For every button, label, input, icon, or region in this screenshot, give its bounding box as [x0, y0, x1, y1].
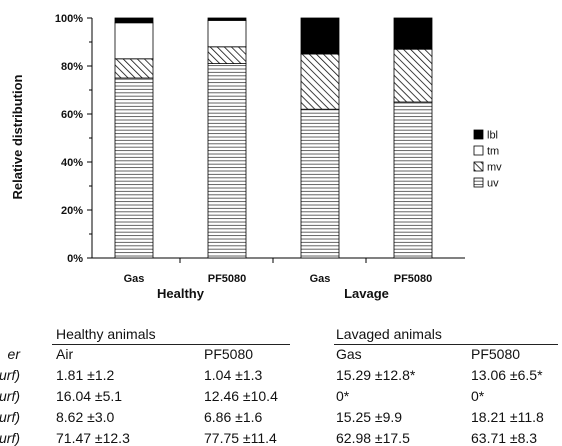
stacked-bar-chart: Relative distribution 0% 20% 40% 60% 80% 100%…	[10, 13, 502, 301]
legend-swatch-tm	[473, 145, 484, 156]
table-cell: 1.04 ±1.3	[204, 367, 263, 383]
y-tick-label: 60%	[61, 109, 83, 121]
x-tick-label: Gas	[310, 273, 331, 285]
table-cell: 15.29 ±12.8*	[336, 367, 416, 383]
x-tick-label: Gas	[124, 273, 145, 285]
table-group-rule-healthy	[52, 344, 290, 345]
bar-segment-lbl	[300, 17, 340, 55]
legend-swatch-mv	[473, 161, 484, 172]
y-tick-label: 20%	[61, 205, 83, 217]
legend-label-uv: uv	[487, 178, 499, 190]
bar-segment-mv	[393, 48, 433, 103]
x-group-label: Healthy	[157, 286, 205, 301]
y-tick-label: 40%	[61, 157, 83, 169]
table-cell: 18.21 ±11.8	[471, 409, 544, 425]
table-row-label: urf)	[0, 430, 20, 446]
y-tick-label: 0%	[67, 253, 83, 265]
table-cell: 15.25 ±9.9	[336, 409, 403, 425]
table-cell: Air	[56, 346, 74, 362]
table-cell: PF5080	[471, 346, 521, 362]
summary-table: Healthy animals Lavaged animals er Air PF5…	[0, 326, 562, 446]
bar-segment-uv	[393, 101, 433, 259]
table-cell: 77.75 ±11.4	[204, 430, 277, 446]
y-axis-label: Relative distribution	[10, 74, 25, 199]
legend-label-tm: tm	[487, 146, 499, 158]
bar-segment-mv	[300, 53, 340, 110]
table-cell: 12.46 ±10.4	[204, 388, 278, 404]
table-cell: PF5080	[204, 346, 254, 362]
bar-segment-uv	[114, 77, 154, 259]
bar-segment-mv	[207, 46, 247, 64]
table-cell: 16.04 ±5.1	[56, 388, 123, 404]
legend-swatch-uv	[473, 177, 484, 188]
legend-label-lbl: lbl	[487, 130, 498, 142]
table-cell: 0*	[336, 388, 350, 404]
table-cell: 8.62 ±3.0	[56, 409, 115, 425]
table-group-rule-lavaged	[334, 344, 558, 345]
x-tick-label: PF5080	[394, 273, 433, 285]
table-cell: 1.81 ±1.2	[56, 367, 115, 383]
bar-segment-lbl	[393, 17, 433, 50]
table-cell: 13.06 ±6.5*	[471, 367, 543, 383]
table-row-label: urf)	[0, 409, 20, 425]
bar-segment-lbl	[114, 17, 154, 24]
x-tick-label: PF5080	[208, 273, 247, 285]
table-group-header-healthy: Healthy animals	[56, 326, 156, 342]
bar-segment-uv	[300, 108, 340, 259]
table-cell: Gas	[336, 346, 362, 362]
table-row-label: er	[7, 346, 20, 362]
table-cell: 71.47 ±12.3	[56, 430, 130, 446]
bar-segment-lbl	[207, 17, 247, 21]
bar-segment-tm	[207, 19, 247, 48]
table-cell: 62.98 ±17.5	[336, 430, 410, 446]
bar-segment-mv	[114, 58, 154, 79]
legend-swatch-lbl	[473, 129, 484, 140]
table-cell: 0*	[471, 388, 485, 404]
x-group-label: Lavage	[344, 286, 389, 301]
table-cell: 63.71 ±8.3	[471, 430, 538, 446]
legend-label-mv: mv	[487, 162, 502, 174]
table-cell: 6.86 ±1.6	[204, 409, 263, 425]
y-tick-label: 100%	[55, 13, 83, 25]
table-row-label: urf)	[0, 367, 20, 383]
bar-segment-tm	[114, 22, 154, 60]
y-tick-label: 80%	[61, 61, 83, 73]
bar-segment-uv	[207, 63, 247, 259]
table-group-header-lavaged: Lavaged animals	[336, 326, 442, 342]
table-row-label: urf)	[0, 388, 20, 404]
